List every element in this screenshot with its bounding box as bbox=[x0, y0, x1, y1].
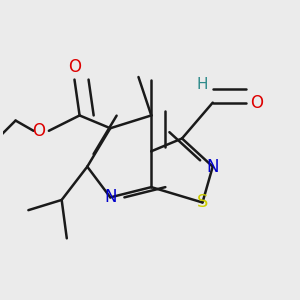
Text: H: H bbox=[197, 77, 208, 92]
Text: N: N bbox=[104, 188, 117, 206]
Text: N: N bbox=[206, 158, 219, 175]
Text: O: O bbox=[68, 58, 81, 76]
Text: O: O bbox=[250, 94, 263, 112]
Text: O: O bbox=[32, 122, 45, 140]
Text: S: S bbox=[197, 194, 208, 211]
